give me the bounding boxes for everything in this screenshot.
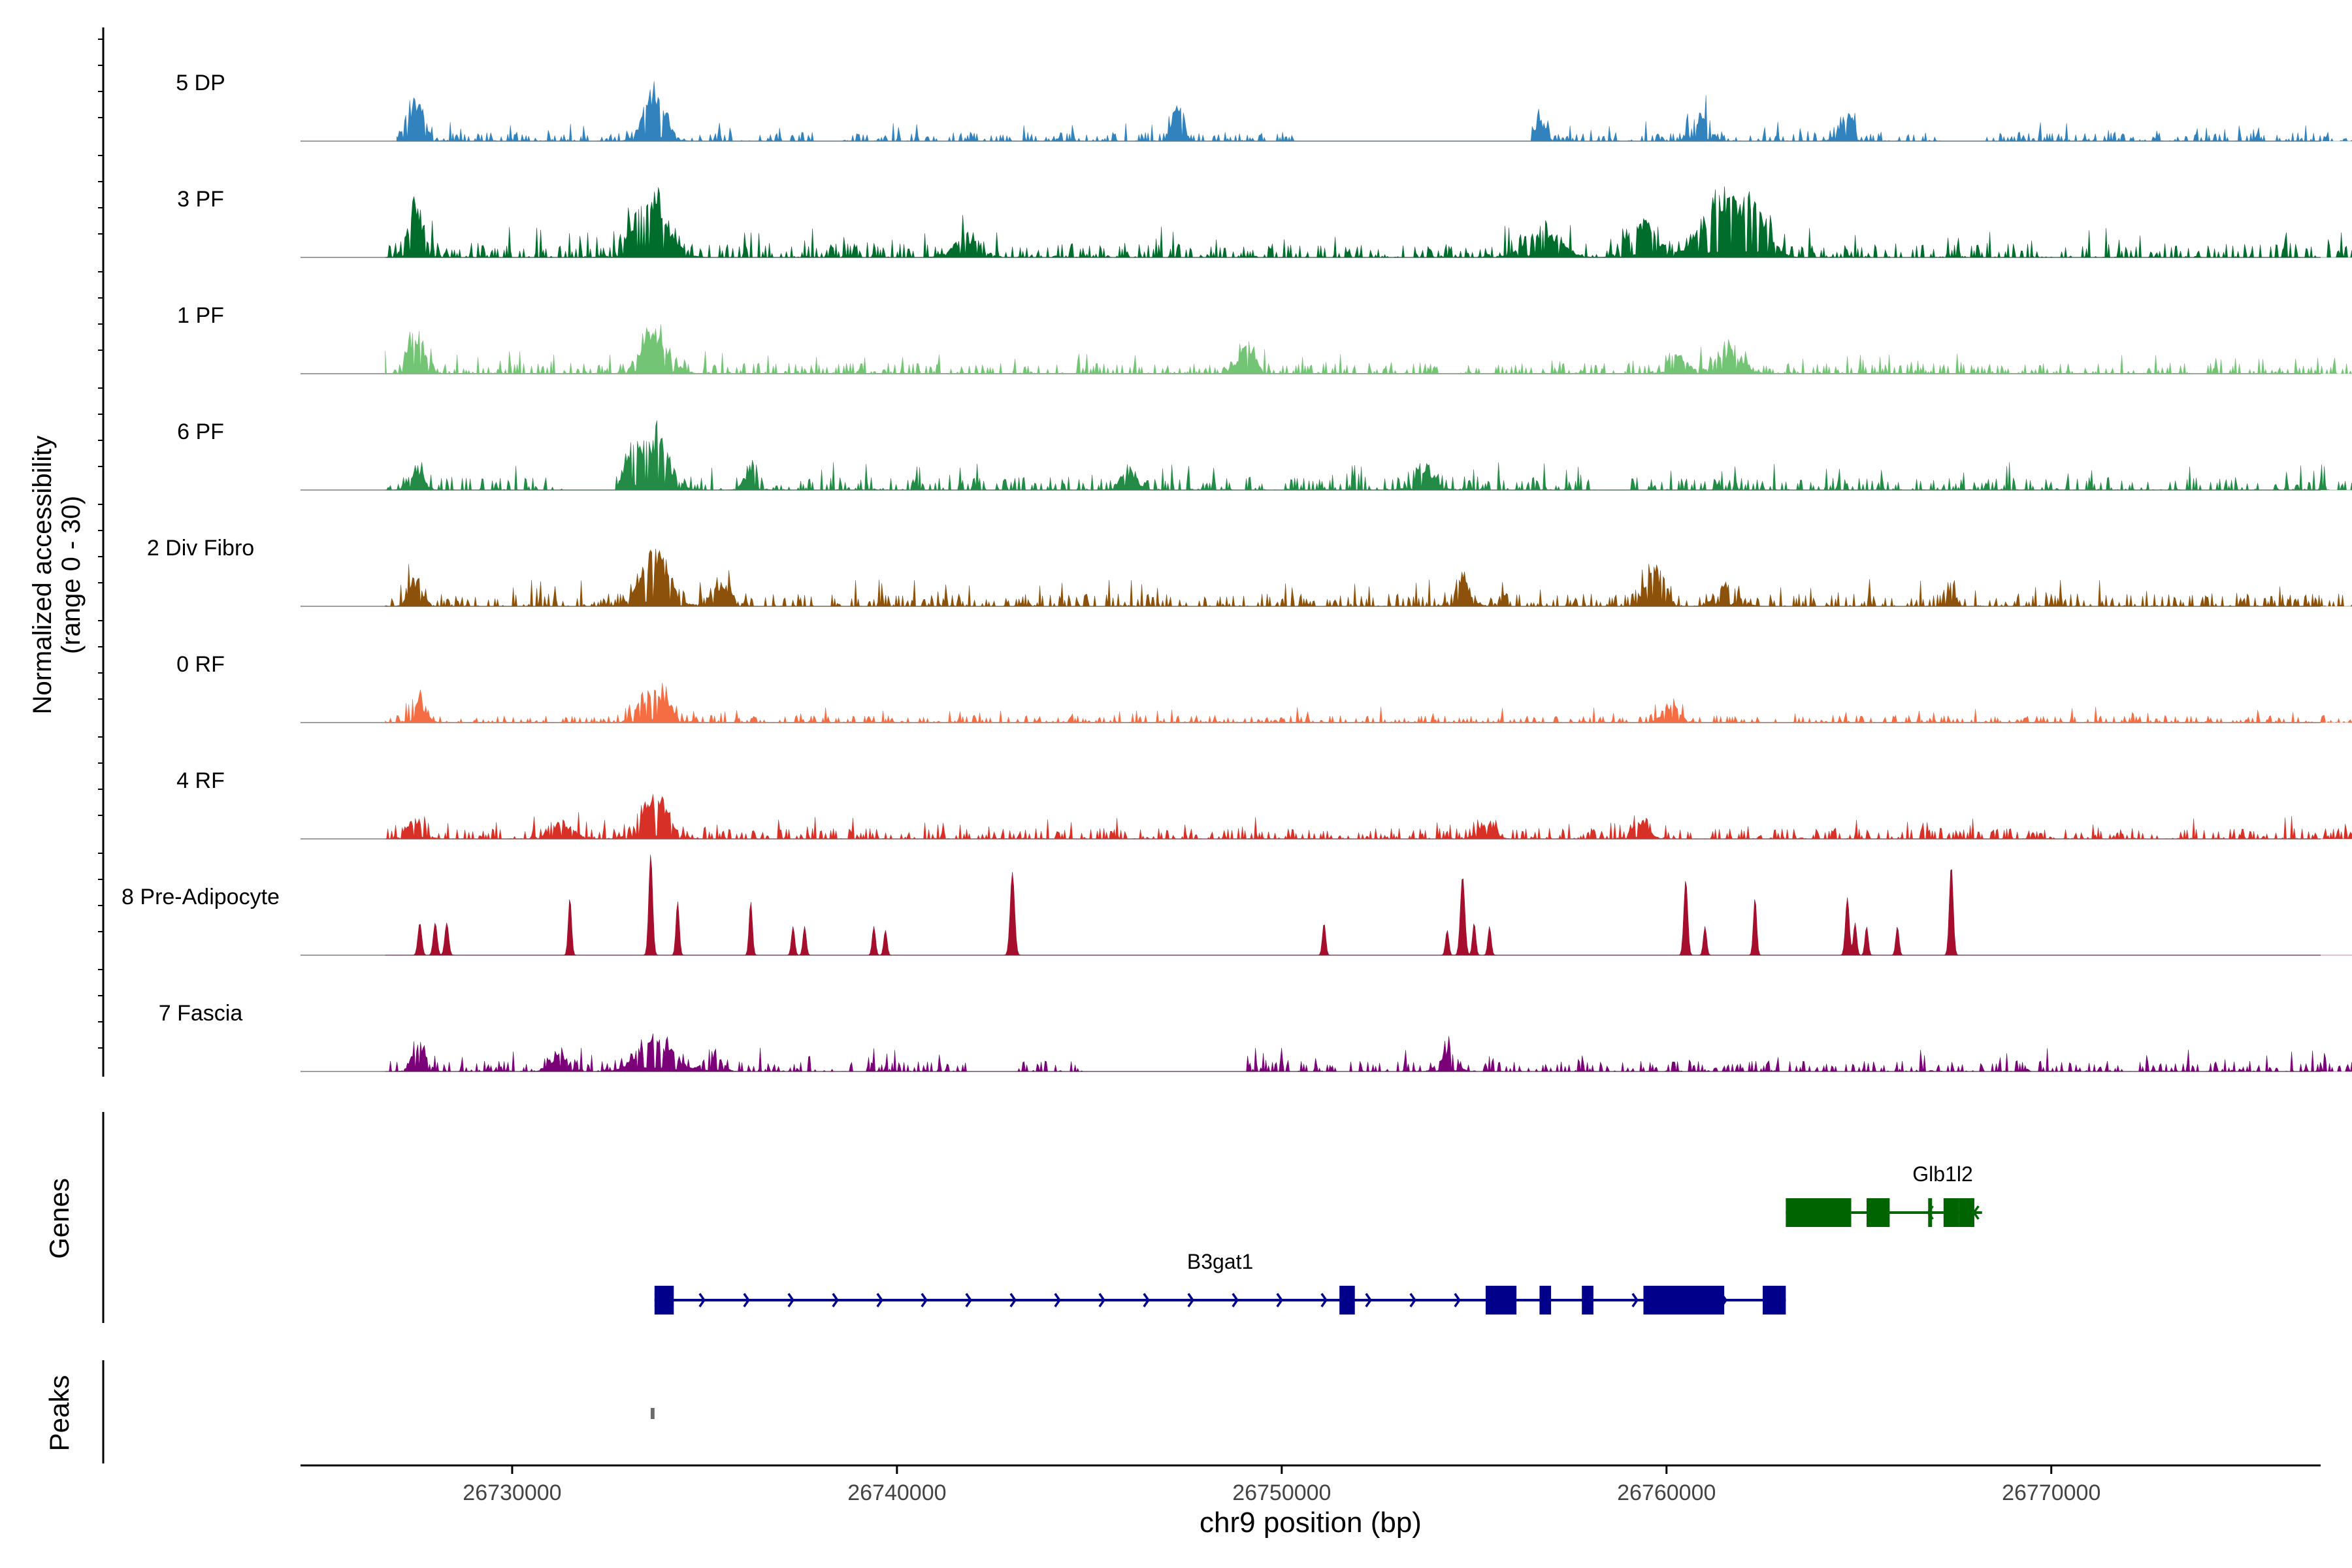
- genes-panel: Genes B3gat1 Glb1l2: [44, 1112, 1982, 1323]
- coverage-area: [385, 794, 2352, 840]
- peak-region-mark: [650, 1408, 655, 1419]
- strand-arrow: [832, 1292, 839, 1308]
- coverage-area: [385, 324, 2352, 375]
- coverage-area: [385, 1033, 2352, 1073]
- exon-block: [1928, 1198, 1933, 1227]
- coverage-area: [385, 855, 2352, 956]
- exon-block: [1786, 1198, 1852, 1227]
- strand-arrow: [921, 1292, 928, 1308]
- strand-arrow: [1276, 1292, 1283, 1308]
- y-axis-label-line2: (range 0 - 30): [57, 496, 86, 654]
- track-label: 1 PF: [177, 303, 224, 328]
- track-label: 0 RF: [176, 652, 225, 677]
- track-label: 5 DP: [176, 71, 225, 95]
- strand-arrow: [1454, 1292, 1461, 1308]
- strand-arrow: [698, 1292, 706, 1308]
- track-label: 2 Div Fibro: [147, 536, 254, 561]
- coverage-tracks: 5 DP 3 PF 1 PF 6 PF 2 Div Fibro 0 RF 4 RF 8 Pre…: [98, 27, 2352, 1077]
- x-tick-label: 26740000: [847, 1480, 946, 1505]
- track-8-pre-adipocyte: 8 Pre-Adipocyte: [98, 853, 2352, 956]
- track-5-dp: 5 DP: [98, 39, 2352, 142]
- exon-block: [1539, 1286, 1552, 1315]
- strand-arrow: [1143, 1292, 1150, 1308]
- coverage-area: [385, 683, 2352, 724]
- genes-panel-label: Genes: [44, 1178, 74, 1259]
- gene-b3gat1: B3gat1: [654, 1250, 1786, 1315]
- strand-arrow: [1009, 1292, 1017, 1308]
- exon-block: [1959, 1198, 1974, 1227]
- strand-arrow: [1232, 1292, 1239, 1308]
- x-axis-title: chr9 position (bp): [1200, 1507, 1422, 1539]
- strand-arrow: [743, 1292, 750, 1308]
- track-label: 8 Pre-Adipocyte: [122, 885, 280, 909]
- peaks-panel: Peaks: [44, 1360, 655, 1463]
- track-label: 6 PF: [177, 419, 224, 444]
- exon-block: [1763, 1286, 1786, 1315]
- track-label: 3 PF: [177, 187, 224, 212]
- track-6-pf: 6 PF: [98, 387, 2352, 491]
- gene-glb1l2: Glb1l2: [1786, 1162, 1982, 1227]
- strand-arrow: [1098, 1292, 1105, 1308]
- x-axis: chr9 position (bp) 26730000 26740000 26750…: [301, 1464, 2321, 1539]
- track-3-pf: 3 PF: [98, 155, 2352, 259]
- exon-block: [654, 1286, 674, 1315]
- peaks-panel-label: Peaks: [44, 1375, 74, 1452]
- exon-block: [1943, 1198, 1959, 1227]
- exon-block: [1867, 1198, 1890, 1227]
- exon-block: [1485, 1286, 1517, 1315]
- y-axis-label: Normalized accessibility (range 0 - 30): [28, 436, 86, 715]
- coverage-area: [385, 186, 2352, 259]
- x-tick-label: 26750000: [1232, 1480, 1331, 1505]
- x-tick-label: 26760000: [1617, 1480, 1716, 1505]
- strand-arrow: [1631, 1292, 1639, 1308]
- exon-block: [1643, 1286, 1725, 1315]
- gene-name-label: B3gat1: [1187, 1250, 1253, 1273]
- strand-arrow: [876, 1292, 883, 1308]
- exon-block: [1582, 1286, 1593, 1315]
- track-0-rf: 0 RF: [98, 620, 2352, 724]
- coverage-area: [396, 81, 2352, 142]
- exon-block: [1339, 1286, 1355, 1315]
- x-tick-label: 26770000: [2002, 1480, 2100, 1505]
- track-2-div-fibro: 2 Div Fibro: [98, 504, 2352, 608]
- strand-arrow: [1054, 1292, 1061, 1308]
- strand-arrow: [1365, 1292, 1372, 1308]
- strand-arrow: [1187, 1292, 1194, 1308]
- track-7-fascia: 7 Fascia: [98, 969, 2352, 1073]
- coverage-area: [385, 548, 2352, 608]
- track-4-rf: 4 RF: [98, 736, 2352, 840]
- strand-arrow: [965, 1292, 972, 1308]
- x-tick-label: 26730000: [463, 1480, 561, 1505]
- gene-models: B3gat1 Glb1l2: [654, 1162, 1982, 1315]
- strand-arrow: [1409, 1292, 1416, 1308]
- coverage-area: [385, 420, 2352, 491]
- track-1-pf: 1 PF: [98, 271, 2352, 375]
- gene-name-label: Glb1l2: [1912, 1162, 1973, 1186]
- peak-regions: [650, 1408, 655, 1419]
- track-label: 4 RF: [176, 768, 225, 793]
- y-axis-label-line1: Normalized accessibility: [28, 436, 57, 715]
- strand-arrow: [787, 1292, 794, 1308]
- track-label: 7 Fascia: [159, 1001, 243, 1026]
- strand-arrow: [1320, 1292, 1328, 1308]
